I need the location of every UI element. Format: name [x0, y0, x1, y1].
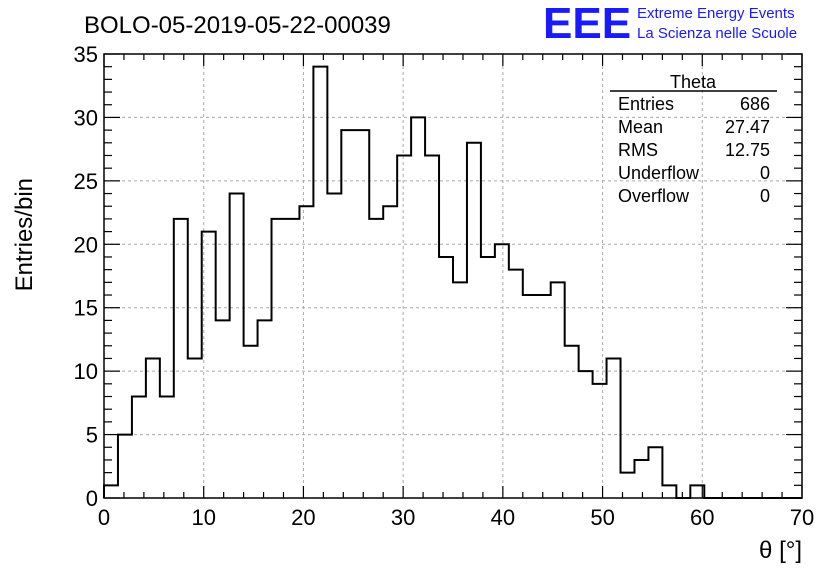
stats-rows: Entries 686 Mean 27.47 RMS 12.75 Underflow 0 Ove…: [618, 94, 770, 206]
stats-box: Theta Entries 686 Mean 27.47 RMS 12.75 Underfl…: [610, 72, 777, 206]
x-tick-label: 30: [391, 505, 415, 530]
x-tick-label: 50: [590, 505, 614, 530]
org-subtitle: La Scienza nelle Scuole: [637, 25, 797, 42]
y-tick-label: 15: [74, 296, 98, 321]
y-tick-label: 35: [74, 42, 98, 67]
grid-lines: [104, 54, 802, 498]
stats-row-value: 12.75: [725, 140, 770, 160]
y-tick-label: 10: [74, 359, 98, 384]
x-tick-label: 0: [98, 505, 110, 530]
stats-row-label: Entries: [618, 94, 674, 114]
y-axis-title: Entries/bin: [11, 178, 38, 291]
stats-row-label: Mean: [618, 117, 663, 137]
x-tick-label: 10: [191, 505, 215, 530]
x-tick-label: 70: [790, 505, 814, 530]
x-axis-tick-labels: 0 10 20 30 40 50 60 70: [98, 505, 814, 530]
y-tick-label: 20: [74, 232, 98, 257]
plot-area: 0 10 20 30 40 50 60 70 0 5 10 15 20 25 30 35: [74, 42, 815, 530]
x-axis-title: θ [°]: [759, 537, 802, 564]
stats-row-value: 27.47: [725, 117, 770, 137]
run-title: BOLO-05-2019-05-22-00039: [84, 12, 391, 39]
stats-title: Theta: [670, 72, 717, 92]
y-tick-label: 30: [74, 105, 98, 130]
org-name: Extreme Energy Events: [637, 5, 795, 22]
x-tick-label: 20: [291, 505, 315, 530]
stats-row-label: Underflow: [618, 163, 700, 183]
stats-row-label: Overflow: [618, 186, 690, 206]
eee-logo: EEE: [543, 0, 631, 48]
y-tick-label: 0: [86, 486, 98, 511]
y-tick-label: 5: [86, 423, 98, 448]
plot-frame: [103, 53, 803, 499]
histogram-series: [103, 65, 802, 499]
stats-row-value: 0: [760, 163, 770, 183]
stats-row-value: 686: [740, 94, 770, 114]
x-tick-label: 60: [690, 505, 714, 530]
stats-row-value: 0: [760, 186, 770, 206]
stats-row-label: RMS: [618, 140, 658, 160]
y-tick-label: 25: [74, 169, 98, 194]
axis-ticks: [103, 53, 803, 499]
y-axis-tick-labels: 0 5 10 15 20 25 30 35: [74, 42, 98, 511]
x-tick-label: 40: [491, 505, 515, 530]
